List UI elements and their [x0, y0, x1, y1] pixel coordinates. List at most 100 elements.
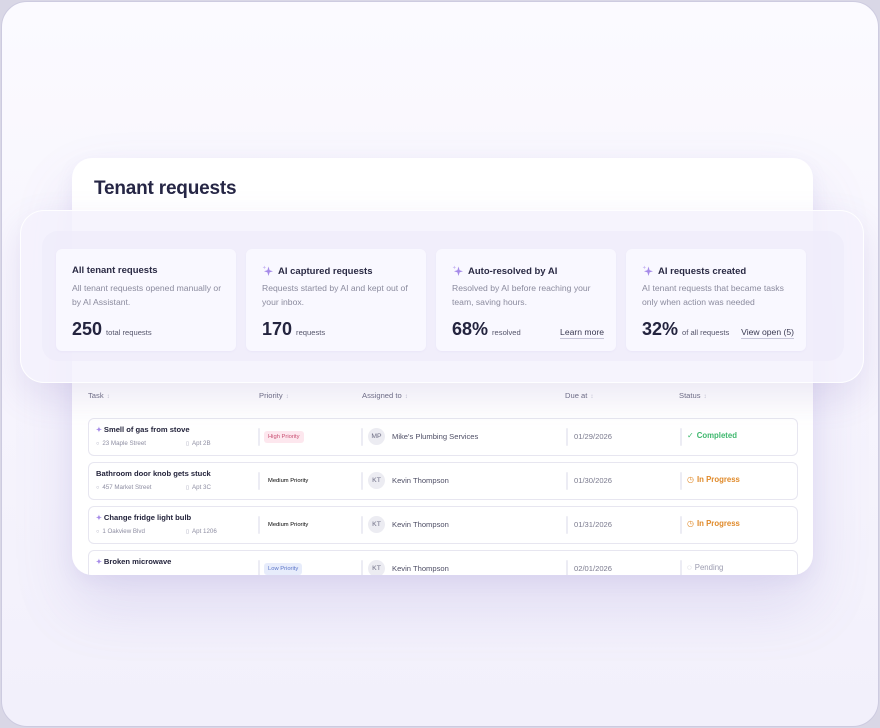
stat-card-value: 68% resolved [452, 319, 521, 340]
table-row[interactable]: ✦ Broken microwave Low Priority KT Kevin Tho… [88, 550, 798, 575]
ai-sparkle-icon [262, 265, 273, 276]
task-address: ○ 23 Maple Street [96, 440, 146, 447]
column-header-label: Priority [259, 391, 283, 400]
stat-card-value: 170 requests [262, 319, 325, 340]
sort-arrows-icon[interactable]: ↕ [404, 394, 408, 400]
column-header[interactable]: Status ↕ [679, 391, 707, 400]
status-text: In Progress [696, 519, 740, 528]
status-label: ◌ Pending [687, 563, 723, 572]
ai-sparkle-icon [452, 265, 463, 276]
task-address: ○ 1 Oakview Blvd [96, 528, 145, 535]
stat-card-link[interactable]: View open (5) [741, 327, 794, 339]
priority-badge: High Priority [264, 431, 304, 443]
stat-card: AI captured requests Requests started by … [246, 249, 426, 351]
column-divider [258, 516, 260, 534]
stat-value-number: 250 [72, 319, 103, 339]
column-divider [566, 428, 568, 446]
due-date: 02/01/2026 [574, 564, 613, 573]
table-row[interactable]: Bathroom door knob gets stuck ○ 457 Market… [88, 462, 798, 500]
task-title: Bathroom door knob gets stuck [96, 469, 211, 478]
column-divider [361, 560, 363, 575]
task-apartment: ▯ Apt 2B [186, 440, 211, 447]
stat-card: All tenant requests All tenant requests o… [56, 249, 236, 351]
stat-value-number: 32% [642, 319, 679, 339]
stat-card-value: 32% of all requests [642, 319, 729, 340]
assignee-name[interactable]: Mike's Plumbing Services [392, 432, 479, 441]
column-divider [361, 428, 363, 446]
due-date: 01/30/2026 [574, 476, 613, 485]
avatar: MP [368, 428, 385, 445]
stat-value-unit: of all requests [682, 328, 730, 337]
ai-sparkle-icon: ✦ [96, 515, 102, 522]
status-label: ✓ Completed [687, 431, 737, 440]
task-address-text: 457 Market Street [102, 484, 152, 491]
sort-arrows-icon[interactable]: ↕ [590, 394, 594, 400]
task-apartment-text: Apt 1206 [192, 528, 217, 535]
task-apartment-text: Apt 3C [192, 484, 211, 491]
sort-arrows-icon[interactable]: ↕ [106, 394, 110, 400]
due-date: 01/29/2026 [574, 432, 613, 441]
stat-card-header: AI captured requests [262, 265, 373, 277]
column-divider [258, 560, 260, 575]
stat-card-title: AI captured requests [278, 265, 373, 277]
stat-card-description: Resolved by AI before reaching your team… [452, 283, 591, 307]
column-divider [258, 428, 260, 446]
column-header-label: Assigned to [362, 391, 402, 400]
task-title-text: Broken microwave [103, 557, 172, 566]
ai-sparkle-icon: ✦ [96, 559, 102, 566]
column-header-label: Task [88, 391, 104, 400]
clock-icon: ◷ [687, 475, 694, 484]
task-address-text: 23 Maple Street [102, 440, 147, 447]
priority-badge: Low Priority [264, 563, 303, 575]
stat-card-header: Auto-resolved by AI [452, 265, 557, 277]
stat-card-description: All tenant requests opened manually or b… [72, 283, 222, 307]
avatar: KT [368, 472, 385, 489]
status-label: ◷ In Progress [687, 475, 740, 484]
task-address: ○ 457 Market Street [96, 484, 152, 491]
stat-card-header: All tenant requests [72, 265, 158, 276]
status-text: Pending [694, 563, 724, 572]
task-title: ✦ Change fridge light bulb [96, 513, 191, 522]
check-circle-icon: ✓ [687, 431, 694, 440]
column-header[interactable]: Priority ↕ [259, 391, 289, 400]
task-title-text: Smell of gas from stove [103, 425, 190, 434]
stat-value-number: 68% [452, 319, 489, 339]
stat-card-link[interactable]: Learn more [560, 327, 604, 339]
due-date: 01/31/2026 [574, 520, 613, 529]
column-divider [361, 516, 363, 534]
stat-card: AI requests created AI tenant requests th… [626, 249, 806, 351]
assignee-name[interactable]: Kevin Thompson [392, 564, 449, 573]
stat-card-header: AI requests created [642, 265, 746, 277]
location-pin-icon: ○ [96, 485, 100, 491]
column-divider [680, 516, 682, 534]
task-apartment-text: Apt 2B [192, 440, 211, 447]
task-apartment: ▯ Apt 1206 [186, 528, 217, 535]
column-header[interactable]: Task ↕ [88, 391, 110, 400]
page-title: Tenant requests [94, 178, 237, 199]
priority-badge: Medium Priority [268, 522, 309, 528]
table-row[interactable]: ✦ Change fridge light bulb ○ 1 Oakview Blvd… [88, 506, 798, 544]
clock-icon: ◷ [687, 519, 694, 528]
sort-arrows-icon[interactable]: ↕ [703, 394, 707, 400]
column-header-label: Due at [565, 391, 588, 400]
sort-arrows-icon[interactable]: ↕ [285, 394, 289, 400]
task-address-text: 1 Oakview Blvd [102, 528, 145, 535]
column-divider [566, 560, 568, 575]
column-divider [566, 516, 568, 534]
column-header[interactable]: Due at ↕ [565, 391, 593, 400]
stat-value-unit: total requests [106, 328, 152, 337]
door-icon: ▯ [186, 441, 190, 447]
stat-card-description: AI tenant requests that became tasks onl… [642, 283, 784, 307]
stat-card-title: Auto-resolved by AI [468, 265, 558, 277]
assignee-name[interactable]: Kevin Thompson [392, 476, 449, 485]
location-pin-icon: ○ [96, 441, 100, 447]
stat-value-unit: requests [296, 328, 326, 337]
column-divider [361, 472, 363, 490]
stat-card-title: AI requests created [658, 265, 747, 277]
column-divider [258, 472, 260, 490]
table-header: Task ↕ Priority ↕ Assigned to ↕ Due at ↕ Status ↕ [88, 388, 798, 404]
column-header[interactable]: Assigned to ↕ [362, 391, 408, 400]
table-row[interactable]: ✦ Smell of gas from stove ○ 23 Maple Street… [88, 418, 798, 456]
assignee-name[interactable]: Kevin Thompson [392, 520, 449, 529]
